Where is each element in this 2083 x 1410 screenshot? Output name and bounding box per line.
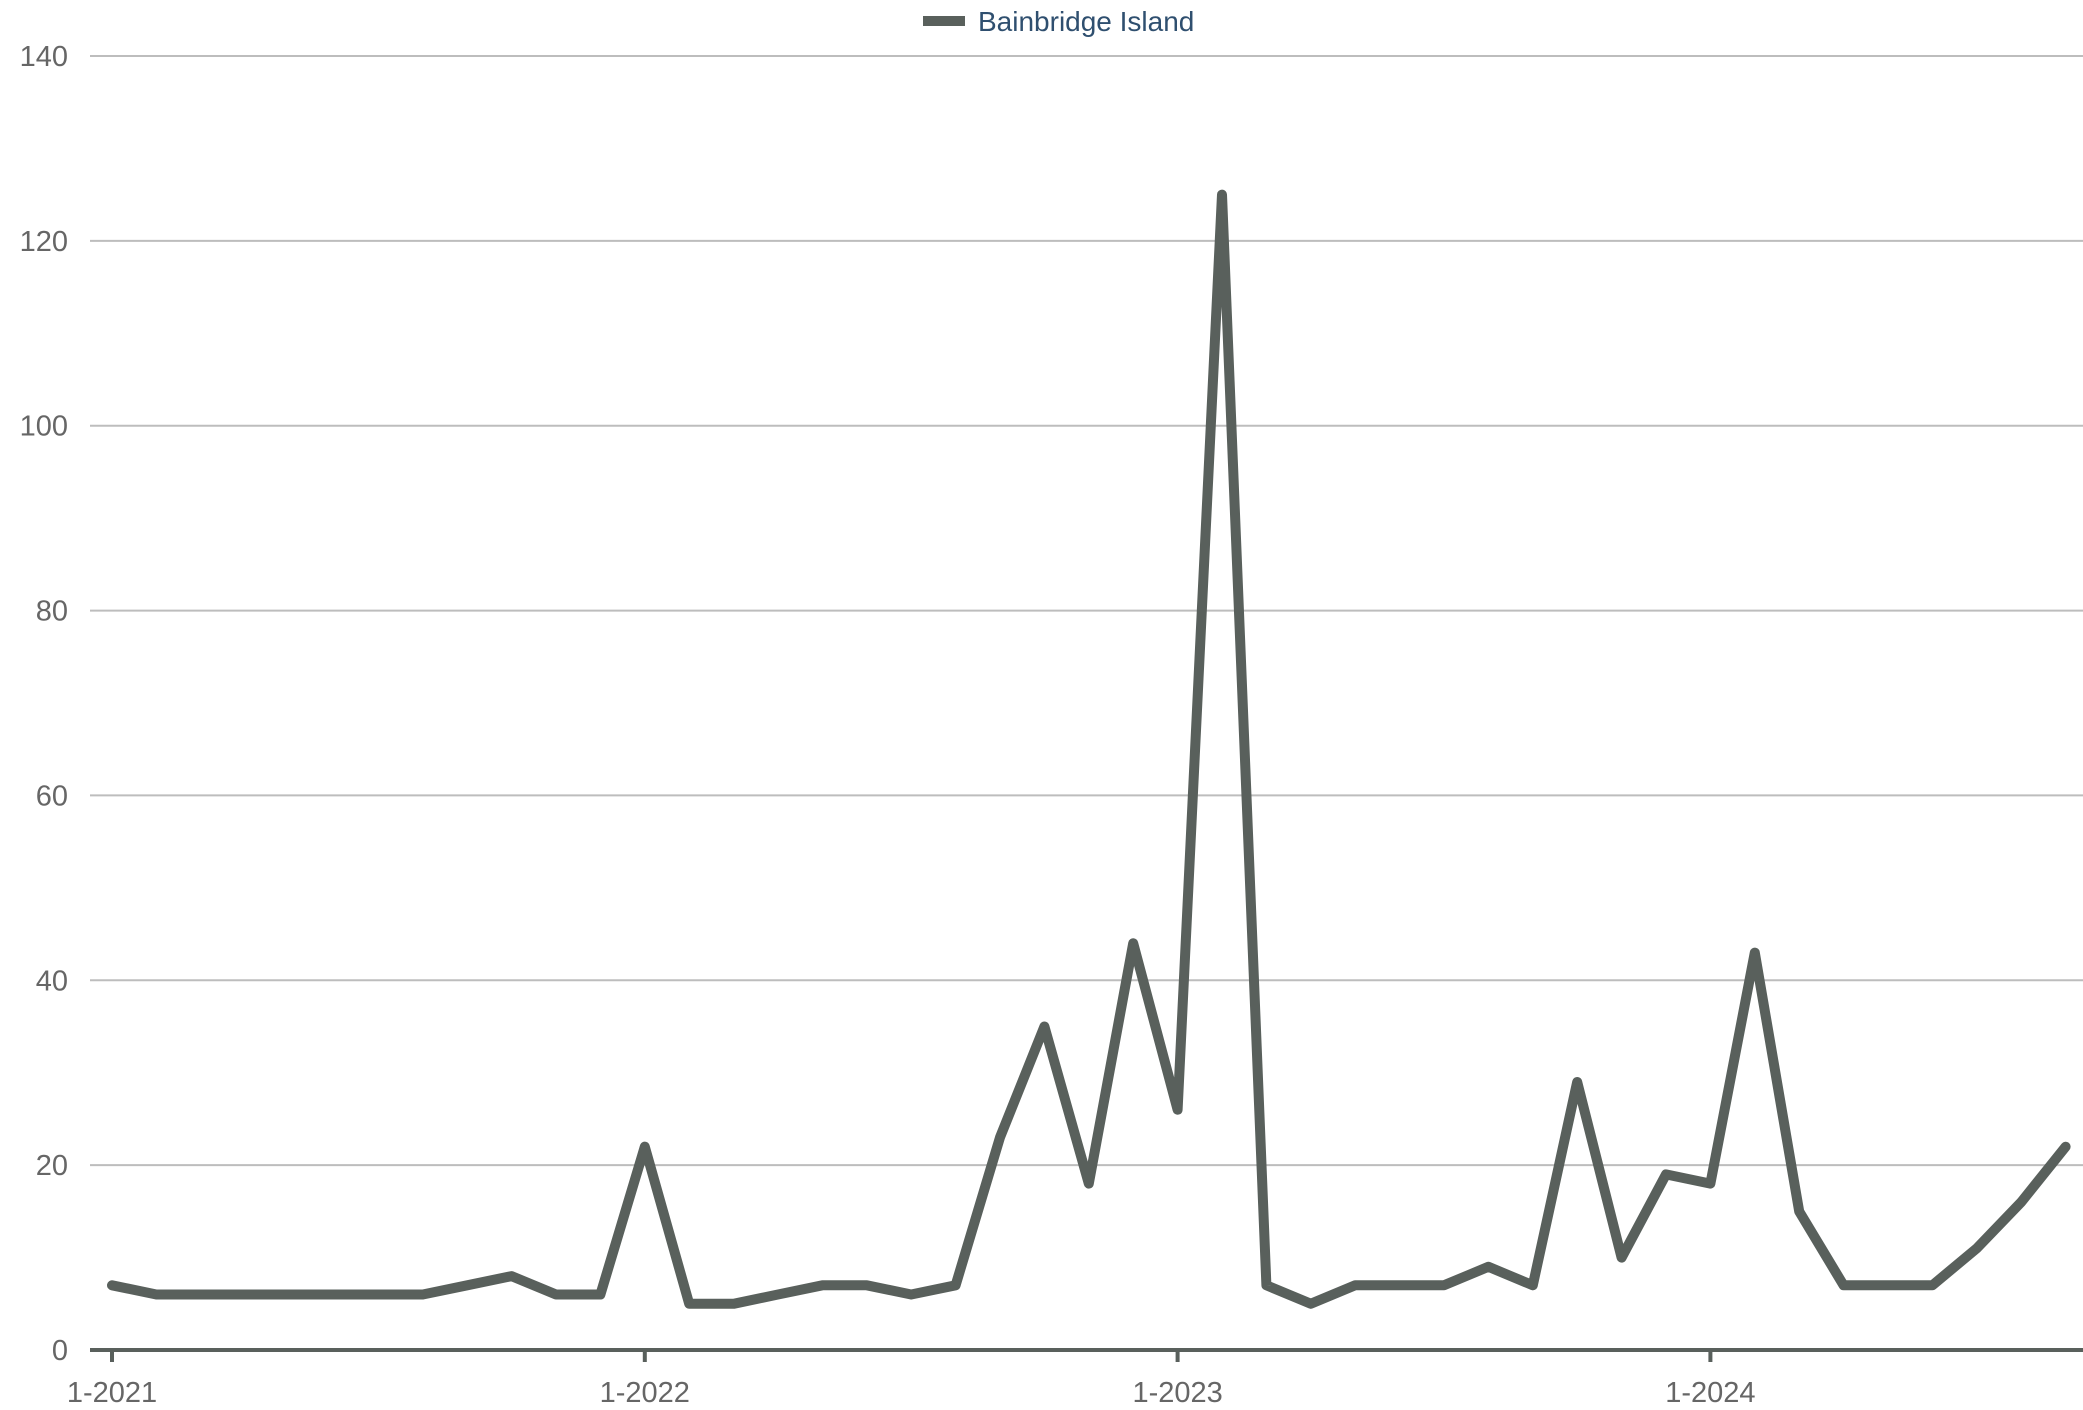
y-tick-label: 60 — [36, 780, 68, 812]
legend-swatch — [923, 16, 965, 26]
x-tick-label: 1-2024 — [1665, 1377, 1755, 1409]
y-tick-label: 80 — [36, 596, 68, 628]
y-tick-label: 0 — [52, 1335, 68, 1367]
y-tick-label: 100 — [20, 411, 68, 443]
series-line-bainbridge-island — [107, 189, 2071, 1309]
x-axis-tick-labels: 1-2021 1-2022 1-2023 1-2024 — [67, 1377, 1756, 1409]
gridlines — [90, 55, 2083, 1167]
x-tick-label: 1-2023 — [1132, 1377, 1222, 1409]
y-tick-label: 20 — [36, 1150, 68, 1182]
x-tick-label: 1-2022 — [600, 1377, 690, 1409]
series-layer — [107, 189, 2071, 1309]
x-axis — [90, 1348, 2083, 1362]
y-tick-label: 120 — [20, 226, 68, 258]
y-tick-label: 140 — [20, 41, 68, 73]
y-axis-tick-labels: 0 20 40 60 80 100 120 140 — [20, 41, 68, 1367]
x-tick-label: 1-2021 — [67, 1377, 157, 1409]
legend-label: Bainbridge Island — [978, 6, 1194, 37]
legend: Bainbridge Island — [923, 6, 1194, 37]
y-tick-label: 40 — [36, 965, 68, 997]
